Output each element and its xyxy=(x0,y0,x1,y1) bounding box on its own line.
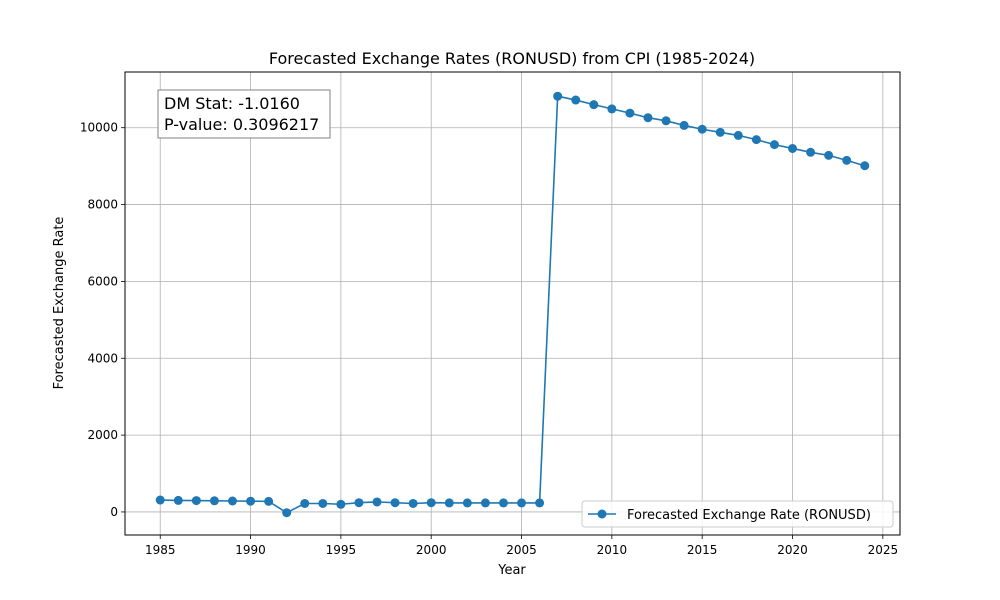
data-point xyxy=(318,498,328,508)
p-value-text: P-value: 0.3096217 xyxy=(164,115,319,134)
data-point xyxy=(498,498,508,508)
data-point xyxy=(155,495,165,505)
data-point xyxy=(480,498,490,508)
y-tick-label: 6000 xyxy=(87,274,118,288)
axis-ticks: 1985 1990 1995 2000 2005 2010 2015 2020 2025 0 200… xyxy=(80,121,898,557)
x-tick-label: 1995 xyxy=(326,543,357,557)
x-tick-label: 2005 xyxy=(506,543,537,557)
data-point xyxy=(354,498,364,508)
data-point xyxy=(860,161,870,171)
x-tick-label: 2015 xyxy=(687,543,718,557)
y-axis-label: Forecasted Exchange Rate xyxy=(52,217,67,390)
data-point xyxy=(390,498,400,508)
chart-title: Forecasted Exchange Rates (RONUSD) from … xyxy=(269,49,755,68)
data-point xyxy=(553,91,563,101)
data-point xyxy=(842,155,852,165)
y-tick-label: 8000 xyxy=(87,198,118,212)
stats-annotation: DM Stat: -1.0160 P-value: 0.3096217 xyxy=(157,89,331,139)
y-tick-label: 4000 xyxy=(87,351,118,365)
data-point xyxy=(227,496,237,506)
data-point xyxy=(679,120,689,130)
data-point xyxy=(426,498,436,508)
data-point xyxy=(571,95,581,105)
legend-label: Forecasted Exchange Rate (RONUSD) xyxy=(627,508,871,523)
legend-box xyxy=(581,500,894,528)
series-line xyxy=(160,95,865,514)
data-point xyxy=(535,498,545,508)
data-point xyxy=(173,495,183,505)
x-tick-label: 2020 xyxy=(777,543,808,557)
data-point xyxy=(336,499,346,509)
data-point xyxy=(625,108,635,118)
x-axis-label: Year xyxy=(497,563,526,578)
data-point xyxy=(788,143,798,153)
y-tick-label: 10000 xyxy=(80,121,118,135)
data-point xyxy=(264,496,274,506)
plot-frame xyxy=(124,71,901,536)
data-point xyxy=(643,113,653,123)
series-layer xyxy=(155,91,870,518)
x-tick-label: 1990 xyxy=(235,543,266,557)
legend: Forecasted Exchange Rate (RONUSD) xyxy=(581,500,894,528)
legend-marker-swatch xyxy=(597,509,607,519)
data-point xyxy=(209,496,219,506)
x-tick-label: 2010 xyxy=(597,543,628,557)
data-point xyxy=(607,104,617,114)
data-point xyxy=(589,100,599,110)
data-point xyxy=(408,498,418,508)
data-point xyxy=(372,497,382,507)
data-point xyxy=(517,498,527,508)
data-point xyxy=(824,150,834,160)
data-point xyxy=(462,498,472,508)
data-point xyxy=(751,135,761,145)
data-point xyxy=(282,508,292,518)
data-point xyxy=(444,498,454,508)
annotation-box xyxy=(157,89,331,139)
y-tick-label: 2000 xyxy=(87,428,118,442)
data-point xyxy=(769,140,779,150)
y-tick-label: 0 xyxy=(110,505,118,519)
data-point xyxy=(661,116,671,126)
data-point xyxy=(715,127,725,137)
data-point xyxy=(191,496,201,506)
x-tick-label: 2025 xyxy=(868,543,899,557)
x-tick-label: 2000 xyxy=(416,543,447,557)
data-point xyxy=(697,124,707,134)
x-tick-label: 1985 xyxy=(145,543,176,557)
data-point xyxy=(806,147,816,157)
data-point xyxy=(733,130,743,140)
data-point xyxy=(246,496,256,506)
dm-stat-text: DM Stat: -1.0160 xyxy=(164,94,300,113)
data-point xyxy=(300,498,310,508)
